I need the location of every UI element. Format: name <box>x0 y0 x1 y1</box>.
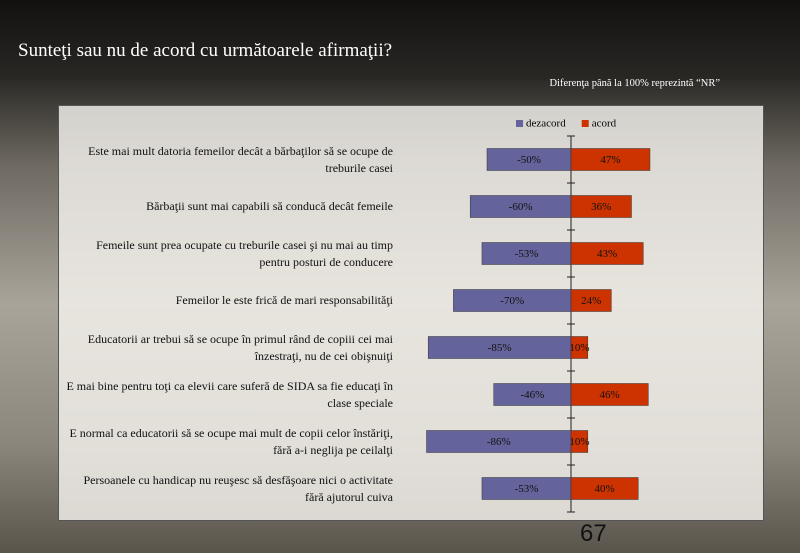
bar <box>570 242 644 265</box>
legend-label: acord <box>592 118 617 130</box>
category-label: Este mai mult datoria femeilor decât a b… <box>88 143 393 175</box>
data-label: -50% <box>517 154 541 166</box>
bar <box>570 336 589 359</box>
category-label: E mai bine pentru toţi ca elevii care su… <box>66 378 393 410</box>
category-label: E normal ca educatorii să se ocupe mai m… <box>69 425 393 457</box>
data-label: -60% <box>509 201 533 213</box>
category-label: Femeilor le este frică de mari responsab… <box>175 293 393 307</box>
title: Sunteţi sau nu de acord cu următoarele a… <box>18 40 393 61</box>
bar <box>570 383 649 406</box>
data-label: -53% <box>515 248 539 260</box>
data-label: -46% <box>520 389 544 401</box>
bar <box>570 289 612 312</box>
bar <box>570 430 589 453</box>
subtitle: Diferenţa până la 100% reprezintă “NR” <box>549 78 720 89</box>
data-label: 40% <box>595 483 615 495</box>
bar <box>570 148 651 171</box>
category-label: Persoanele cu handicap nu reuşesc să des… <box>83 472 393 504</box>
data-label: -53% <box>515 483 539 495</box>
data-label: -86% <box>487 436 511 448</box>
page-number: 67 <box>580 520 607 547</box>
category-label: Femeile sunt prea ocupate cu treburile c… <box>96 237 393 269</box>
data-label: 36% <box>591 201 611 213</box>
bar <box>570 477 639 500</box>
data-label: 24% <box>581 295 601 307</box>
chart-area <box>58 105 764 521</box>
data-label: 10% <box>569 342 589 354</box>
data-label: 43% <box>597 248 617 260</box>
category-label: Bărbaţii sunt mai capabili să conducă de… <box>146 199 393 213</box>
legend-swatch <box>581 120 589 127</box>
legend-label: dezacord <box>526 118 566 130</box>
title-band <box>0 0 800 80</box>
bar <box>570 195 632 218</box>
data-label: 46% <box>600 389 620 401</box>
data-label: 10% <box>569 436 589 448</box>
legend-swatch <box>516 120 523 127</box>
data-label: -70% <box>500 295 524 307</box>
data-label: -85% <box>488 342 512 354</box>
category-label: Educatorii ar trebui să se ocupe în prim… <box>87 331 393 363</box>
data-label: 47% <box>600 154 620 166</box>
